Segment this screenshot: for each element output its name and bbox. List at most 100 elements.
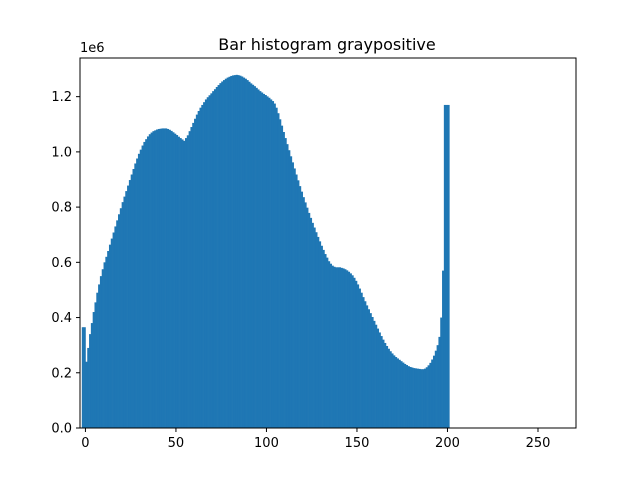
histogram-bar (358, 288, 361, 428)
histogram-bar (268, 97, 271, 428)
histogram-bar (89, 334, 92, 428)
histogram-bar (166, 128, 170, 428)
histogram-bar (393, 355, 396, 428)
histogram-bar (337, 267, 340, 428)
x-tick-label: 0 (81, 436, 89, 451)
histogram-bar (190, 127, 193, 428)
histogram-bar (210, 93, 213, 428)
histogram-bar (98, 284, 101, 428)
histogram-bar (416, 368, 419, 428)
histogram-bar (375, 324, 378, 428)
histogram-bar (405, 365, 408, 428)
histogram-bar (353, 277, 356, 428)
histogram-bar (130, 174, 133, 428)
histogram-bar (333, 266, 336, 428)
histogram-bar (226, 77, 229, 428)
histogram-bar (262, 93, 265, 429)
histogram-bar (232, 75, 235, 429)
histogram-bar (306, 207, 309, 428)
histogram-bar (112, 232, 115, 428)
histogram-bar (288, 150, 291, 428)
histogram-bar (212, 91, 215, 428)
histogram-bar (266, 96, 269, 428)
histogram-bar (90, 323, 94, 428)
histogram-bar (203, 102, 206, 429)
y-offset-label: 1e6 (80, 41, 105, 56)
histogram-bar (128, 180, 132, 428)
histogram-bar (237, 75, 240, 429)
histogram-bar (328, 261, 331, 428)
histogram-bar (273, 103, 276, 428)
histogram-bar (442, 270, 445, 428)
histogram-bar (181, 139, 184, 428)
histogram-bar (420, 369, 423, 428)
histogram-bar (94, 302, 97, 428)
histogram-bar (233, 75, 237, 429)
histogram-bar (156, 129, 159, 428)
histogram-bar (255, 87, 258, 428)
histogram-bar (85, 361, 88, 428)
histogram-bar (347, 271, 351, 428)
histogram-bar (391, 353, 394, 428)
axes-group (79, 57, 577, 429)
histogram-bar (107, 251, 110, 428)
histogram-bar (318, 241, 322, 428)
histogram-bar (103, 262, 106, 428)
histogram-bar (404, 363, 407, 428)
histogram-bar (407, 366, 410, 428)
histogram-bar (127, 185, 130, 428)
histogram-bar (371, 317, 374, 428)
histogram-bar (329, 263, 332, 428)
histogram-bar (223, 80, 226, 428)
x-tick-label: 100 (254, 436, 279, 451)
y-tick-label: 0.4 (51, 311, 72, 326)
histogram-bar (414, 368, 418, 428)
histogram-bar (373, 320, 376, 428)
y-ticks: 0.0 0.2 0.4 0.6 0.8 1.0 1.2 (51, 90, 80, 437)
histogram-bar (300, 191, 304, 428)
histogram-bar (400, 361, 403, 428)
histogram-bar (251, 84, 255, 428)
histogram-bar (92, 312, 95, 428)
histogram-bar (394, 357, 398, 428)
histogram-bar (351, 275, 354, 428)
y-tick-label: 0.2 (51, 366, 72, 381)
histogram-bar (320, 245, 323, 428)
histogram-bar (349, 273, 352, 428)
histogram-bar (217, 85, 220, 428)
histogram-bar (139, 149, 142, 429)
histogram-bar (195, 114, 199, 428)
histogram-bar (385, 345, 389, 428)
histogram-bar (355, 280, 358, 428)
histogram-bar (110, 238, 113, 428)
histogram-bar (304, 202, 307, 428)
histogram-bar (286, 144, 289, 428)
histogram-bar (322, 249, 325, 428)
histogram-bar (224, 78, 227, 429)
histogram-bar (299, 186, 302, 428)
histogram-bar (384, 342, 387, 428)
histogram-bar (239, 75, 242, 429)
histogram-bar (204, 99, 208, 429)
histogram-bar (219, 83, 222, 428)
chart-title: Bar histogram graypositive (218, 35, 435, 54)
histogram-bar (335, 267, 338, 428)
histogram-bar (101, 269, 104, 428)
histogram-bar (331, 265, 334, 428)
histogram-bar (344, 269, 347, 428)
histogram-bar (199, 107, 202, 428)
histogram-bar (387, 348, 390, 428)
histogram-bar (137, 153, 141, 428)
histogram-bar (369, 313, 372, 428)
histogram-bar (291, 162, 294, 428)
histogram-bar (427, 365, 430, 428)
histogram-bar (206, 97, 209, 429)
histogram-bar (165, 128, 168, 428)
histogram-bar (340, 267, 343, 428)
histogram-bar (264, 95, 267, 428)
histogram-bar (87, 347, 90, 428)
histogram-bar (432, 355, 436, 428)
histogram-bar (163, 128, 166, 428)
histogram-bar (362, 297, 365, 428)
histogram-bar (132, 169, 135, 428)
